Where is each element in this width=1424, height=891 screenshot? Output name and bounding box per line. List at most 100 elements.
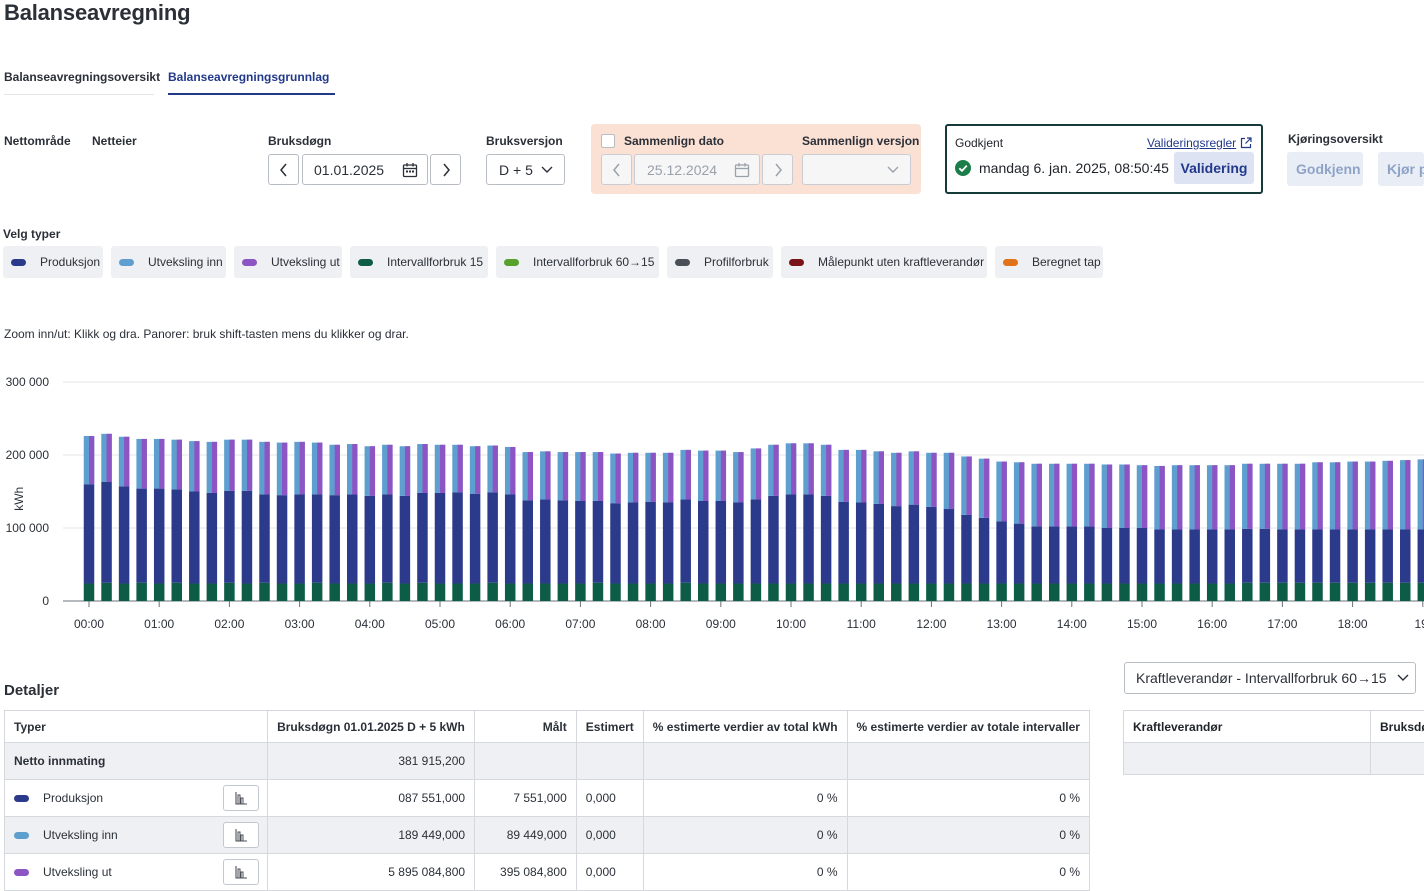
validation-rules-link[interactable]: Valideringsregler bbox=[1147, 136, 1236, 150]
bar-segment bbox=[1330, 529, 1341, 582]
column-header[interactable]: Bruksdø bbox=[1371, 711, 1424, 743]
type-chip-beregnet-tap[interactable]: Beregnet tap bbox=[995, 246, 1103, 278]
series-color-dot bbox=[14, 795, 29, 802]
bruksversjon-select[interactable]: D + 5 bbox=[486, 154, 565, 185]
bar-segment bbox=[189, 583, 200, 601]
bar-segment-overlay bbox=[370, 446, 375, 496]
bar-segment bbox=[1049, 583, 1060, 601]
bar-segment bbox=[1014, 524, 1025, 584]
type-chip-produksjon[interactable]: Produksjon bbox=[3, 246, 103, 278]
netto-row: Netto innmating 381 915,200 bbox=[5, 743, 1090, 780]
bar-segment bbox=[751, 583, 762, 601]
bar-segment bbox=[838, 502, 849, 584]
x-tick-label: 04:00 bbox=[355, 617, 385, 631]
type-chip-utveksling-ut[interactable]: Utveksling ut bbox=[234, 246, 342, 278]
compare-date-value: 25.12.2024 bbox=[647, 162, 717, 178]
estimert-cell: 0,000 bbox=[576, 854, 643, 891]
bar-segment-overlay bbox=[580, 452, 585, 501]
column-header[interactable]: Målt bbox=[475, 711, 577, 743]
approve-button[interactable]: Godkjenn bbox=[1287, 152, 1363, 186]
calendar-icon[interactable] bbox=[402, 162, 418, 178]
column-header[interactable]: Typer bbox=[5, 711, 268, 743]
bar-segment-overlay bbox=[1019, 462, 1024, 523]
bar-segment-overlay bbox=[300, 442, 305, 495]
type-chip-intervallforbruk-15[interactable]: Intervallforbruk 15 bbox=[350, 246, 488, 278]
type-chip-intervallforbruk-60-15[interactable]: Intervallforbruk 60→15 bbox=[496, 246, 659, 278]
show-chart-button[interactable] bbox=[223, 859, 259, 885]
column-header[interactable]: Estimert bbox=[576, 711, 643, 743]
validation-button[interactable]: Validering bbox=[1174, 152, 1254, 184]
malt-cell: 395 084,800 bbox=[475, 854, 577, 891]
compare-next-day-button[interactable] bbox=[762, 154, 793, 185]
type-chip-utveksling-inn[interactable]: Utveksling inn bbox=[111, 246, 226, 278]
bar-segment bbox=[716, 583, 727, 601]
bar-segment bbox=[1067, 583, 1078, 601]
bar-segment bbox=[1225, 583, 1236, 601]
netteier-label: Netteier bbox=[92, 134, 137, 148]
bar-segment bbox=[400, 496, 411, 584]
bar-segment bbox=[452, 492, 463, 583]
bar-segment bbox=[821, 496, 832, 584]
bar-segment bbox=[505, 494, 516, 583]
bar-segment bbox=[874, 504, 885, 584]
bar-segment-overlay bbox=[809, 443, 814, 494]
bar-segment-overlay bbox=[493, 446, 498, 493]
column-header[interactable]: Bruksdøgn 01.01.2025 D + 5 kWh bbox=[268, 711, 475, 743]
prev-day-button[interactable] bbox=[268, 154, 299, 185]
show-chart-button[interactable] bbox=[223, 785, 259, 811]
tab-balanseavregningsoversikt[interactable]: Balanseavregningsoversikt bbox=[4, 70, 160, 84]
type-chip-profilforbruk[interactable]: Profilforbruk bbox=[667, 246, 773, 278]
bar-segment-overlay bbox=[422, 444, 427, 493]
bar-segment bbox=[1137, 583, 1148, 601]
bar-segment bbox=[172, 583, 183, 601]
bar-segment bbox=[329, 583, 340, 601]
bar-segment-overlay bbox=[1089, 464, 1094, 527]
bar-segment bbox=[1137, 528, 1148, 583]
empty-cell bbox=[576, 743, 643, 780]
bar-segment-overlay bbox=[265, 442, 270, 495]
column-header[interactable]: % estimerte verdier av total kWh bbox=[643, 711, 847, 743]
kraftleverandor-select[interactable]: Kraftleverandør - Intervallforbruk 60→15 bbox=[1124, 662, 1416, 694]
bruksdogn-date-input[interactable]: 01.01.2025 bbox=[302, 154, 428, 185]
malt-cell: 89 449,000 bbox=[475, 817, 577, 854]
x-tick-label: 02:00 bbox=[214, 617, 244, 631]
bar-segment bbox=[1312, 583, 1323, 601]
external-link-icon[interactable] bbox=[1240, 137, 1252, 149]
details-header-row: Typer Bruksdøgn 01.01.2025 D + 5 kWh Mål… bbox=[5, 711, 1090, 743]
bar-segment-overlay bbox=[1247, 464, 1252, 529]
bar-segment bbox=[154, 583, 165, 601]
bar-segment bbox=[1347, 529, 1358, 582]
tab-divider bbox=[4, 94, 154, 95]
bar-segment-overlay bbox=[229, 440, 234, 491]
bar-segment bbox=[610, 583, 621, 601]
type-cell: Utveksling ut bbox=[5, 854, 268, 891]
compare-prev-day-button[interactable] bbox=[601, 154, 632, 185]
compare-version-select[interactable] bbox=[802, 154, 911, 185]
column-header[interactable]: Kraftleverandør bbox=[1124, 711, 1371, 743]
bar-segment bbox=[1154, 583, 1165, 601]
tab-balanseavregningsgrunnlag[interactable]: Balanseavregningsgrunnlag bbox=[168, 70, 329, 84]
show-chart-button[interactable] bbox=[223, 822, 259, 848]
bar-segment bbox=[944, 583, 955, 601]
column-header[interactable]: % estimerte verdier av totale intervalle… bbox=[847, 711, 1089, 743]
bar-segment-overlay bbox=[528, 452, 533, 500]
bar-segment bbox=[1119, 528, 1130, 583]
next-day-button[interactable] bbox=[430, 154, 461, 185]
kraftleverandor-table: Kraftleverandør Bruksdø bbox=[1123, 710, 1424, 775]
series-color-dot bbox=[675, 259, 690, 266]
bar-segment-overlay bbox=[1177, 465, 1182, 529]
approval-timestamp: mandag 6. jan. 2025, 08:50:45 bbox=[979, 160, 1169, 176]
bar-segment bbox=[312, 583, 323, 601]
bar-segment-overlay bbox=[1195, 465, 1200, 529]
compare-date-input[interactable]: 25.12.2024 bbox=[634, 154, 760, 185]
bar-segment bbox=[786, 494, 797, 583]
bar-segment bbox=[1277, 583, 1288, 601]
pct-kwh-cell: 0 % bbox=[643, 817, 847, 854]
bar-segment-overlay bbox=[686, 450, 691, 500]
run-button[interactable]: Kjør p bbox=[1378, 152, 1424, 186]
bar-segment-overlay bbox=[475, 446, 480, 493]
type-chip-malepunkt-uten-kraftleverandor[interactable]: Målepunkt uten kraftleverandør bbox=[781, 246, 987, 278]
compare-date-checkbox[interactable] bbox=[601, 134, 615, 148]
bar-segment-overlay bbox=[668, 453, 673, 503]
